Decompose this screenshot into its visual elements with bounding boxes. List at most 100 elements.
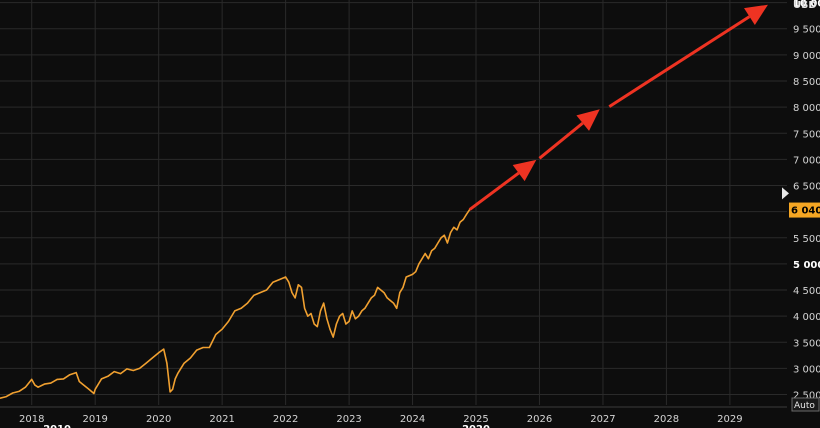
price-point [172,388,174,390]
price-point [399,292,401,294]
price-point [392,302,395,304]
x-tick-label: 2026 [527,414,552,425]
price-point [81,383,84,385]
price-point [94,388,96,390]
x-tick-label: 2023 [336,414,361,425]
price-point [313,323,315,325]
y-tick-label: 7 000 [793,155,820,166]
price-point [364,307,366,309]
last-value-label: 6 040, [791,206,820,217]
auto-button-frame[interactable] [791,397,820,412]
y-tick-label: 6 500 [793,182,820,193]
y-tick-label: 8 500 [793,77,820,88]
price-point [18,390,20,393]
price-point [196,349,198,351]
price-point [373,294,376,296]
x-tick-label: 2025 [463,414,488,425]
price-point [424,252,426,255]
price-point [189,357,192,359]
price-point [294,297,296,299]
x-tick-label: 2021 [209,414,234,425]
price-point [88,388,90,390]
price-point [367,302,369,304]
price-point [329,328,331,330]
x-tick-label: 2029 [717,414,742,425]
price-point [323,302,325,304]
price-point [12,392,14,394]
decade-label: 2010 [43,424,71,428]
auto-scale-button[interactable]: Auto [791,397,820,412]
price-point [132,369,134,372]
price-point [411,273,414,275]
price-point [169,391,171,393]
price-point [421,258,423,260]
y-tick-label: 7 500 [793,129,820,140]
price-point [37,386,39,388]
price-point [348,320,350,322]
price-point [78,380,80,383]
price-point [332,336,334,338]
arrow-layer [468,4,768,211]
projection-arrow-shaft [538,121,584,160]
price-point [345,323,347,325]
price-point [383,292,385,294]
unit-label: USD [793,0,817,11]
price-point [405,276,407,278]
price-point [183,362,185,364]
price-point [139,367,141,370]
price-point [34,384,36,386]
price-point [119,373,122,375]
y-tick-label: 5 000 [793,260,820,271]
price-point [107,375,109,377]
price-point [151,357,153,359]
x-tick-label: 2019 [82,414,107,425]
price-point [291,292,293,294]
y-tick-label: 8 000 [793,103,820,114]
price-point [113,370,115,373]
projection-arrow-shaft [468,171,520,211]
decade-label: 2020 [462,424,490,428]
y-tick-label: 4 000 [793,312,820,323]
price-point [43,383,46,385]
grid [0,0,787,405]
price-point [418,263,420,265]
y-tick-label: 2 500 [793,391,820,402]
y-tick-label: 3 000 [793,364,820,375]
price-point [278,278,280,281]
price-point [319,310,322,312]
price-point [386,297,388,299]
x-tick-label: 2024 [400,414,425,425]
scroll-marker-icon[interactable] [782,187,789,200]
last-value-badge: 6 040, [789,202,820,218]
price-point [380,289,382,291]
projection-arrow-head [512,159,537,182]
price-point [24,386,26,388]
price-point [462,218,464,221]
y-tick-label: 9 500 [793,25,820,36]
price-point [427,258,430,260]
price-point [357,315,360,317]
price-point [415,271,417,273]
price-point [300,286,303,289]
price-point [272,281,274,283]
price-point [93,392,95,395]
price-point [446,242,449,244]
price-point [434,247,436,249]
price-point [351,310,353,312]
price-point [342,312,344,315]
x-tick-label: 2018 [19,414,44,425]
price-point [246,302,249,304]
price-point [307,315,309,317]
price-point [265,289,268,291]
auto-button-label: Auto [794,401,815,411]
price-point [240,307,242,309]
price-point [297,284,299,286]
price-point [126,368,128,370]
price-point [310,312,312,315]
price-point [326,318,328,320]
price-point [100,378,103,380]
price-point [402,286,404,289]
price-point [304,307,306,309]
